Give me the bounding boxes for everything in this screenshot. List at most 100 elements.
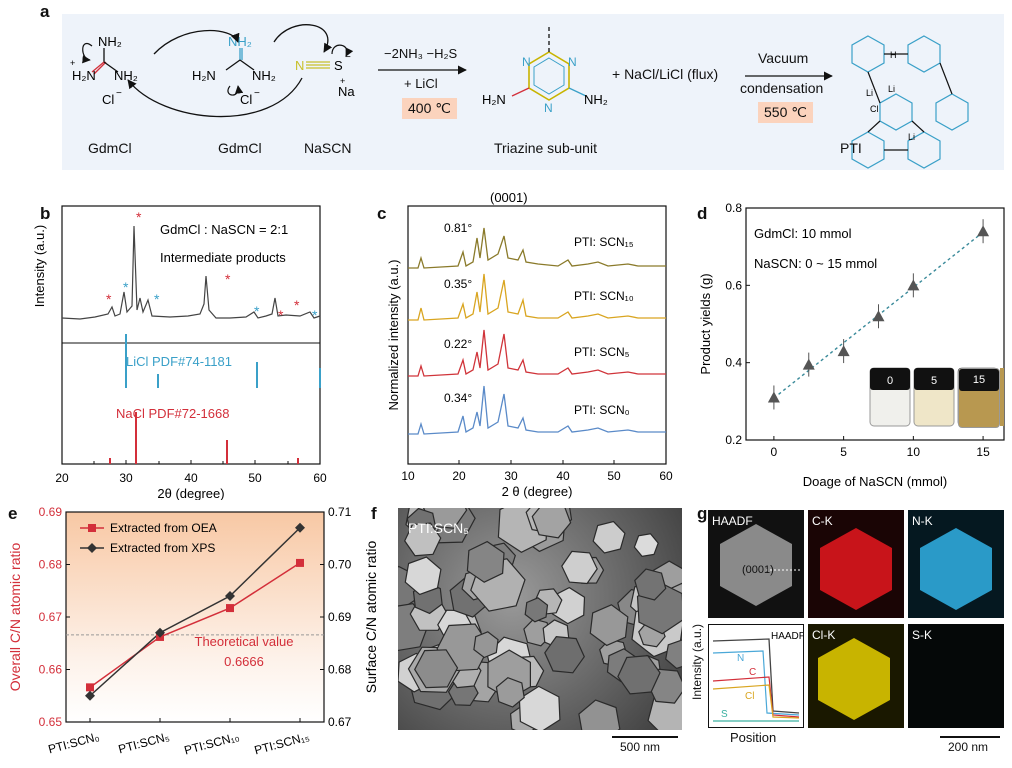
step2-conditions-bottom: condensation xyxy=(740,80,824,96)
series-label-scn5: PTI: SCN₅ xyxy=(574,345,630,359)
d-xtick: 0 xyxy=(771,445,778,459)
svg-text:50: 50 xyxy=(607,469,621,483)
legend-xps: Extracted from XPS xyxy=(110,541,215,555)
c-k-map: C-K xyxy=(808,510,904,618)
line-profile: HAADF N C Cl S xyxy=(708,624,805,728)
svg-text:N: N xyxy=(295,58,304,73)
intermediate-xrd-pattern xyxy=(61,225,321,320)
svg-text:+: + xyxy=(70,58,75,68)
svg-text:5: 5 xyxy=(931,375,937,387)
svg-text:NH₂: NH₂ xyxy=(584,92,608,107)
e-xtick: PTI:SCN₀ xyxy=(47,729,101,756)
svg-text:0.22°: 0.22° xyxy=(444,337,472,351)
svg-text:*: * xyxy=(312,307,318,323)
svg-text:N: N xyxy=(568,55,577,69)
scheme-drawing: NH₂ H₂N NH₂ + Cl − NH₂ H₂N NH₂ Cl − N S … xyxy=(70,24,969,169)
svg-text:0.34°: 0.34° xyxy=(444,391,472,405)
svg-text:*: * xyxy=(254,303,260,319)
crystal-hexagon xyxy=(578,699,621,730)
svg-text:40: 40 xyxy=(556,469,570,483)
step2-conditions-top: Vacuum xyxy=(758,50,809,66)
series-scn15 xyxy=(408,227,666,269)
svg-text:N: N xyxy=(737,653,744,664)
crystal-hexagon xyxy=(544,635,585,674)
oea-data-point xyxy=(296,558,304,567)
series-scn0 xyxy=(408,385,666,435)
crystal-hexagon xyxy=(589,604,629,647)
svg-text:H: H xyxy=(890,50,897,60)
svg-text:60: 60 xyxy=(313,471,327,485)
svg-text:N: N xyxy=(544,101,553,115)
vial-15: 15 xyxy=(958,368,1000,428)
series-scn10 xyxy=(408,273,666,321)
scheme-label-nascn: NaSCN xyxy=(304,140,352,156)
svg-text:Cl: Cl xyxy=(102,92,114,107)
e-left-label: Overall C/N atomic ratio xyxy=(7,542,23,691)
eds-scalebar-label: 200 nm xyxy=(948,740,989,754)
profile-y-label: Intensity (a.u.) xyxy=(690,623,704,700)
scheme-label-gdmcl-1: GdmCl xyxy=(88,140,132,156)
d-data-point xyxy=(872,310,885,322)
e-xtick: PTI:SCN₁₀ xyxy=(183,729,241,757)
d-data-point xyxy=(802,358,815,370)
sem-sample-label: PTI:SCN₅ xyxy=(408,520,469,536)
e-right-tick: 0.71 xyxy=(328,505,352,519)
panel-e-chart: 0.65 0.66 0.67 0.68 0.69 0.67 0.68 0.69 0.70 0.7… xyxy=(7,505,379,757)
oea-data-point xyxy=(226,604,234,613)
svg-text:S: S xyxy=(334,58,343,73)
panel-c-xrd: (0001) 0.81° 0.35° 0.22° 0.34° PTI: SCN₁… xyxy=(386,190,673,499)
e-right-tick: 0.67 xyxy=(328,715,352,729)
series-scn5 xyxy=(408,329,666,377)
eds-scalebar xyxy=(940,736,1000,738)
d-ytick: 0.2 xyxy=(725,433,742,447)
xps-data-point xyxy=(225,591,235,601)
d-xtick: 5 xyxy=(840,445,847,459)
step1-temperature: 400 ℃ xyxy=(402,98,457,119)
svg-text:30: 30 xyxy=(504,469,518,483)
nascn-molecule: N S − Na + xyxy=(295,44,355,99)
crystal-hexagon xyxy=(518,685,561,730)
nacl-reference-label: NaCl PDF#72-1668 xyxy=(116,406,229,421)
sem-scalebar-label: 500 nm xyxy=(620,740,661,754)
panel-label-d: d xyxy=(697,204,708,223)
svg-text:Cl: Cl xyxy=(870,104,879,114)
panel-label-c: c xyxy=(377,204,387,223)
panel-label-f: f xyxy=(371,504,377,523)
xps-data-point xyxy=(295,522,305,533)
e-xtick: PTI:SCN₁₅ xyxy=(253,729,311,757)
e-left-tick: 0.66 xyxy=(39,663,63,677)
d-x-label: Doage of NaSCN (mmol) xyxy=(803,474,948,489)
xrd-annotation-ratio: GdmCl : NaSCN = 2:1 xyxy=(160,222,288,237)
legend-oea: Extracted from OEA xyxy=(110,521,217,535)
flux-label: + NaCl/LiCl (flux) xyxy=(612,66,719,82)
svg-text:*: * xyxy=(294,297,300,313)
n-k-map: N-K xyxy=(908,510,1004,618)
svg-text:−: − xyxy=(254,88,260,99)
d-ytick: 0.6 xyxy=(725,278,742,292)
series-label-scn10: PTI: SCN₁₀ xyxy=(574,289,634,303)
svg-text:H₂N: H₂N xyxy=(482,92,506,107)
crystal-hexagon xyxy=(665,639,682,670)
crystal-hexagon xyxy=(633,533,659,558)
panel-label-a: a xyxy=(40,2,50,21)
svg-text:N: N xyxy=(522,55,531,69)
crystal-hexagon xyxy=(404,522,442,557)
svg-text:*: * xyxy=(154,291,160,307)
s-k-map: S-K xyxy=(908,624,1004,728)
scheme-label-gdmcl-2: GdmCl xyxy=(218,140,262,156)
svg-text:0: 0 xyxy=(887,375,893,387)
e-left-tick: 0.65 xyxy=(39,715,63,729)
svg-text:50: 50 xyxy=(248,471,262,485)
svg-text:−: − xyxy=(345,52,351,63)
nacl-reference-lines xyxy=(109,412,299,464)
crystal-hexagon xyxy=(404,556,442,596)
crystal-hexagon xyxy=(466,540,505,583)
oea-data-point xyxy=(86,683,94,692)
d-xtick: 15 xyxy=(976,445,990,459)
d-data-point xyxy=(977,225,990,237)
d-xtick: 10 xyxy=(907,445,921,459)
d-data-point xyxy=(837,345,850,357)
svg-text:20: 20 xyxy=(55,471,69,485)
svg-text:C: C xyxy=(749,667,756,678)
crystal-hexagon xyxy=(634,568,667,601)
